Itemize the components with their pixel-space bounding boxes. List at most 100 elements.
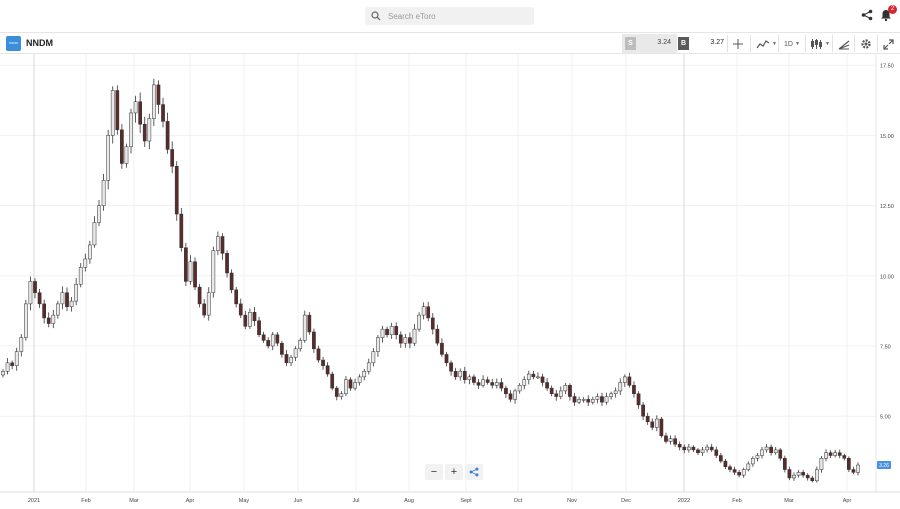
candle-body (14, 351, 19, 366)
price-chart[interactable]: 17.50 15.00 12.50 10.00 7.50 5.00 2021 Feb Mar Ap… (0, 54, 900, 509)
chart-type-dropdown[interactable]: ▼ (756, 37, 777, 51)
share-chart-button[interactable] (465, 464, 483, 480)
candle-body (609, 393, 613, 397)
candle-body (129, 112, 133, 147)
candle-body (746, 463, 751, 470)
candle-body (248, 312, 252, 327)
y-tick-label: 17.50 (880, 64, 894, 70)
zoom-out-button[interactable]: − (425, 464, 443, 480)
candle-body (668, 438, 673, 442)
candle-body (686, 446, 691, 451)
buy-button[interactable]: B (678, 37, 689, 50)
candle-body (220, 236, 225, 254)
candle-body (700, 449, 705, 453)
toolbar-divider (750, 35, 751, 52)
candle-body (344, 379, 348, 394)
candle-body (298, 340, 303, 350)
candle-body (353, 382, 357, 389)
candle-body (677, 444, 682, 448)
x-tick-label: Feb (81, 498, 90, 504)
candle-body (293, 348, 298, 358)
candle-body (577, 399, 581, 403)
candle-body (56, 303, 60, 316)
candle-body (490, 382, 495, 386)
candle-body (179, 213, 184, 248)
candle-body (101, 180, 106, 206)
candle-body (330, 373, 335, 389)
settings-button[interactable] (860, 37, 872, 51)
candle-body (238, 303, 243, 316)
candle-body (645, 415, 650, 423)
candle-body (1, 371, 5, 376)
candle-body (408, 337, 412, 344)
candle-body (709, 446, 714, 451)
candle-body (69, 300, 74, 307)
candle-body (394, 326, 399, 336)
candle-body (42, 303, 46, 319)
candle-body (458, 371, 463, 378)
candle-body (426, 306, 431, 319)
candle-body (385, 328, 389, 336)
fullscreen-button[interactable] (883, 37, 894, 51)
candle-body (321, 359, 325, 366)
candle-body (632, 385, 636, 394)
candle-body (156, 84, 161, 105)
timeframe-dropdown[interactable]: 1D ▼ (784, 37, 800, 51)
candle-body (801, 472, 805, 476)
candle-body (174, 166, 179, 215)
candle-body (206, 292, 211, 316)
candle-body (188, 261, 193, 282)
candle-body (549, 387, 554, 394)
candle-body (664, 435, 668, 442)
sell-button[interactable]: S (625, 37, 636, 50)
candlestick-icon (811, 39, 822, 49)
candle-body (284, 354, 289, 364)
search-input[interactable] (388, 11, 528, 21)
candle-body (536, 376, 540, 379)
drawing-tools-button[interactable] (838, 37, 850, 51)
candle-body (760, 449, 764, 456)
x-tick-label: Dec (621, 498, 631, 504)
candle-body (453, 371, 458, 378)
candle-body (60, 292, 65, 305)
buy-price-box[interactable]: B 3.27 (677, 34, 727, 53)
search-box[interactable] (365, 7, 534, 25)
x-tick-label: Jun (294, 498, 303, 504)
candle-body (380, 328, 385, 338)
candle-body (51, 314, 56, 324)
candle-body (513, 390, 517, 400)
x-tick-label: Feb (732, 498, 741, 504)
candle-body (641, 404, 645, 417)
chevron-down-icon: ▼ (794, 41, 800, 47)
sell-price-box[interactable]: S 3.24 (622, 34, 677, 53)
candle-body (508, 393, 513, 400)
candle-body (270, 334, 275, 347)
candle-body (815, 469, 819, 482)
candle-body (65, 292, 69, 307)
candle-body (430, 317, 435, 330)
candle-body (764, 446, 769, 451)
candle-body (842, 455, 847, 459)
candle-body (485, 379, 490, 383)
candle-body (266, 340, 271, 347)
candle-body (33, 281, 37, 293)
y-tick-label: 7.50 (880, 345, 891, 351)
candle-body (398, 334, 403, 344)
candle-body (554, 393, 559, 397)
candle-body (568, 385, 572, 397)
drawing-tool-icon (838, 40, 850, 50)
candle-body (837, 452, 842, 456)
candle-body (499, 382, 504, 389)
candle-body (316, 348, 321, 361)
share-icon[interactable] (861, 9, 873, 21)
top-bar: 2 (0, 0, 900, 32)
candle-body (504, 387, 508, 394)
zoom-controls: − + (425, 464, 483, 482)
candle-body (691, 446, 696, 451)
candle-body (472, 376, 476, 383)
zoom-in-button[interactable]: + (445, 464, 463, 480)
x-tick-label: Mar (784, 498, 794, 504)
candlestick-chart[interactable]: 17.50 15.00 12.50 10.00 7.50 5.00 2021 Feb Mar Ap… (0, 54, 900, 509)
crosshair-button[interactable] (732, 37, 744, 51)
candle-style-dropdown[interactable]: ▼ (810, 37, 830, 51)
